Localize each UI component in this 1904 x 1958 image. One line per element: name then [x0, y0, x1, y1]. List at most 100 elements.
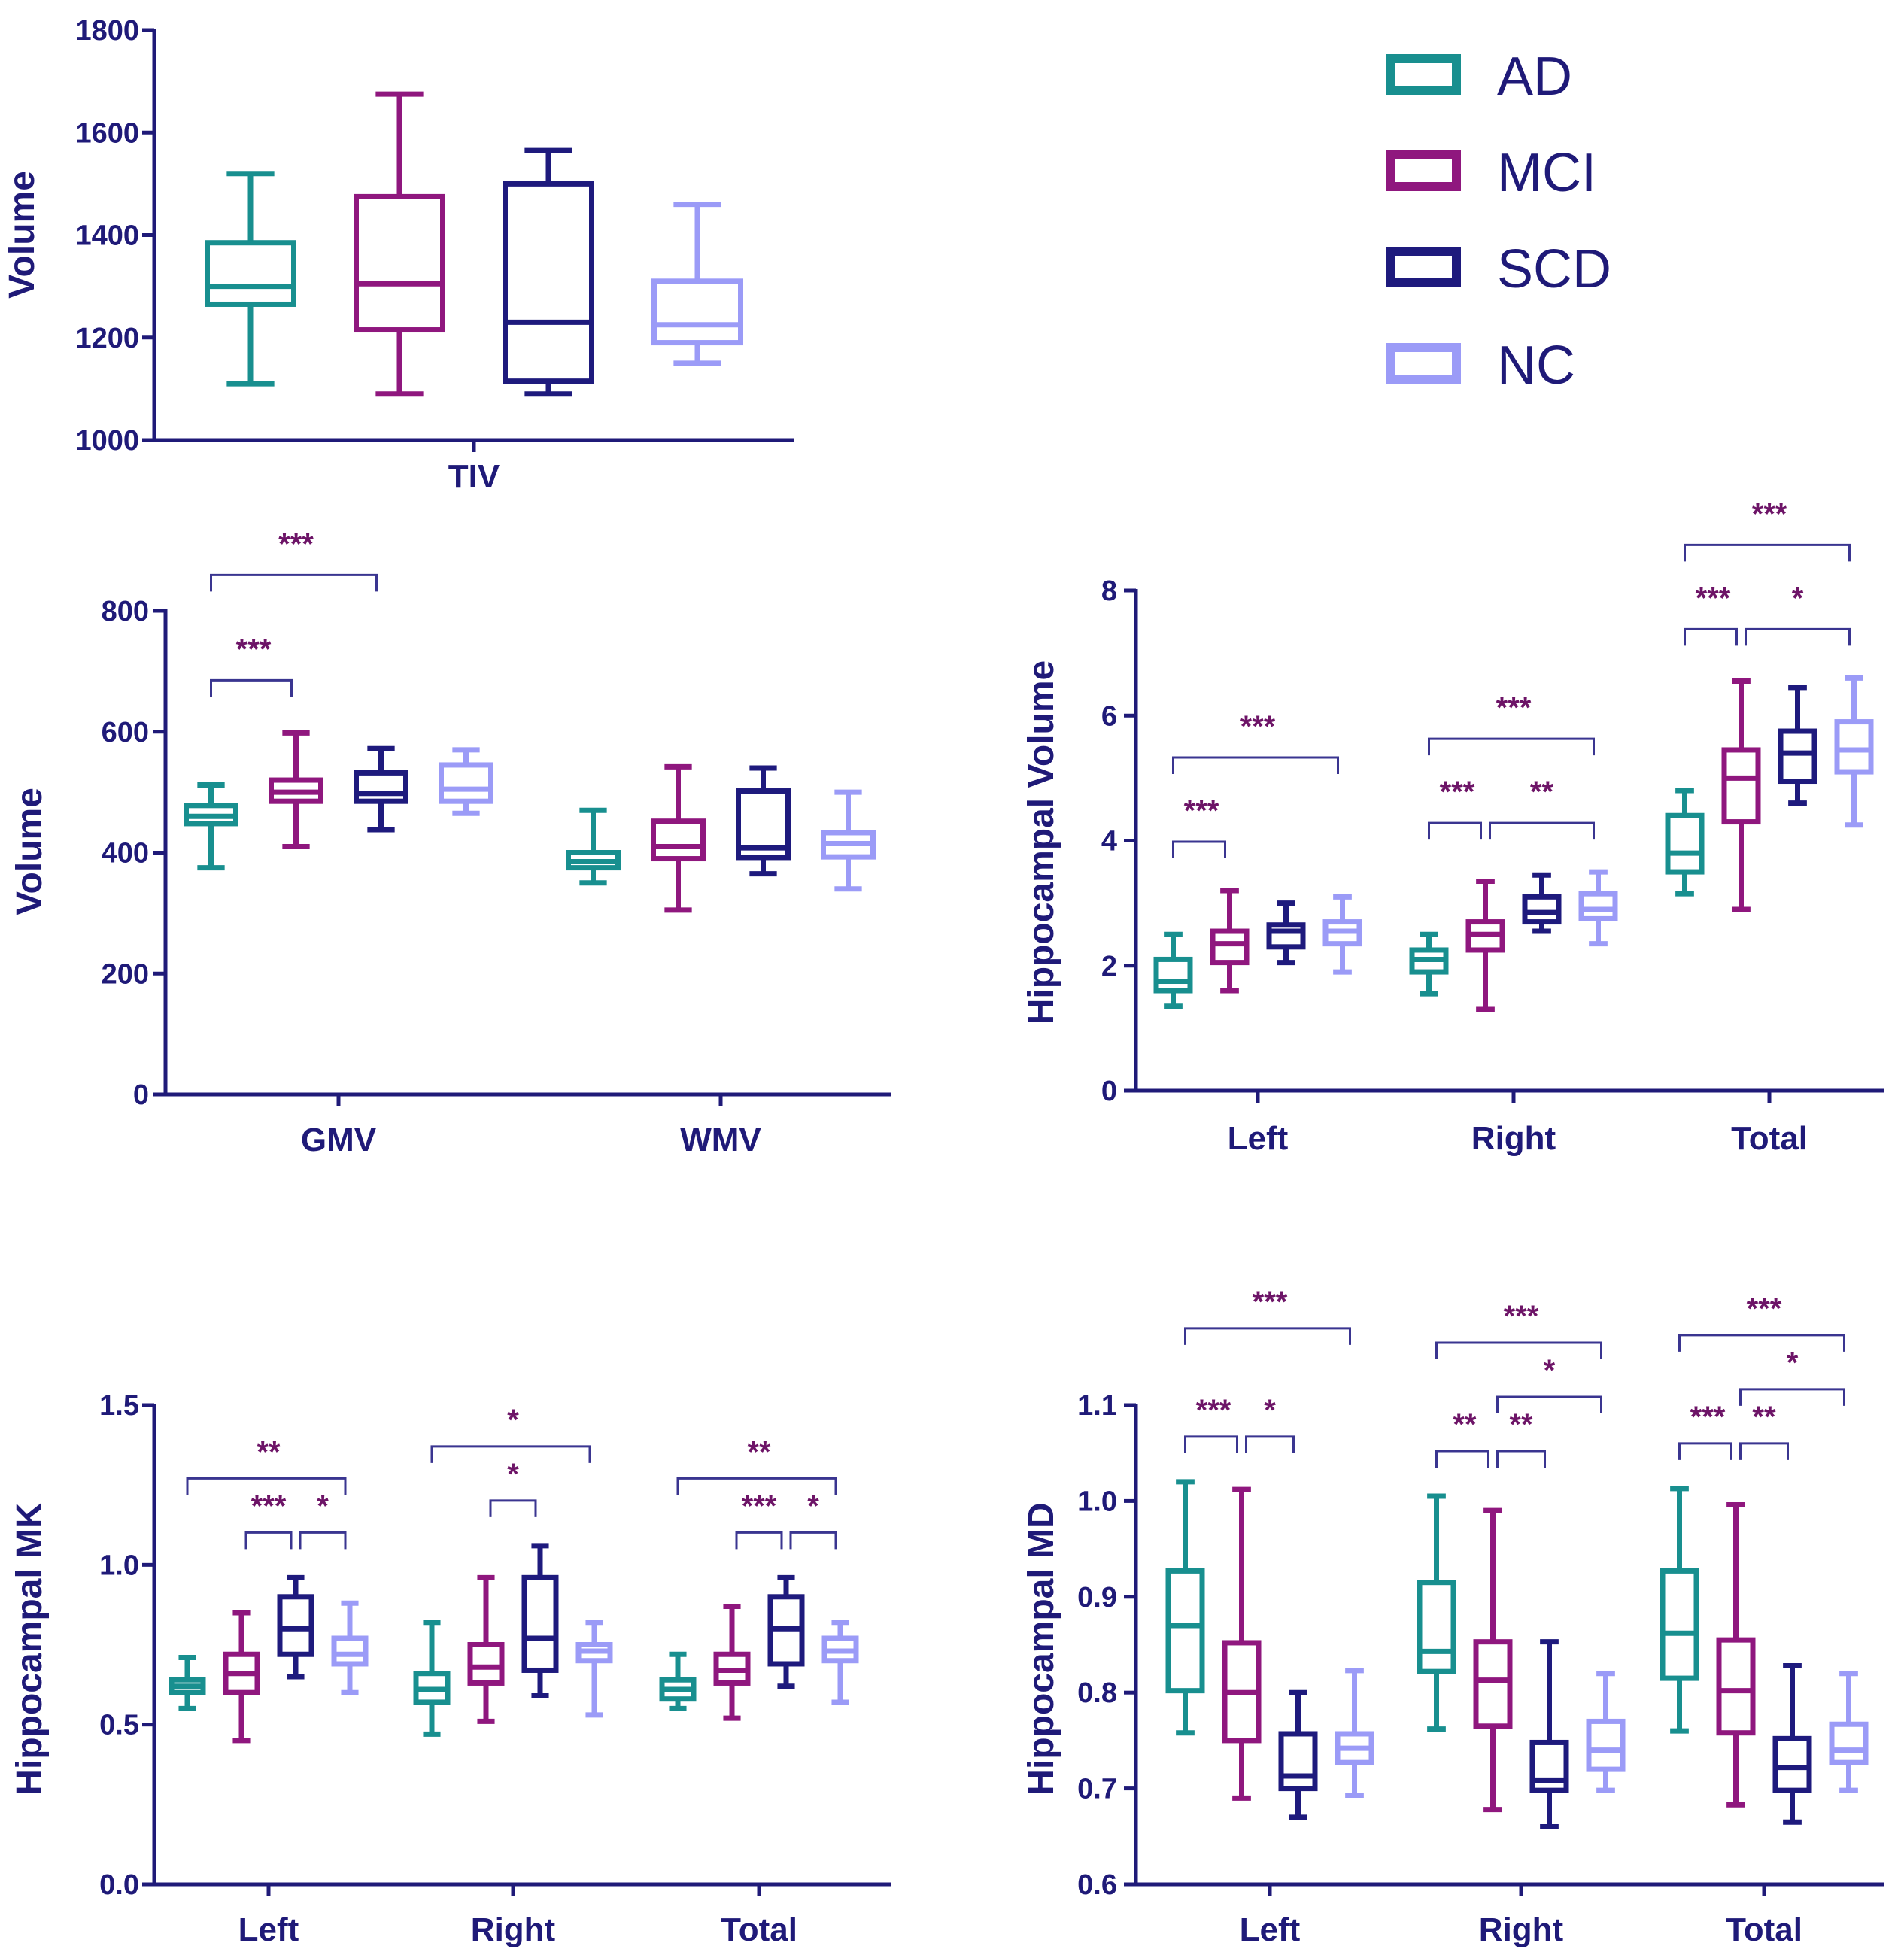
bracket-line: [1172, 756, 1339, 774]
box-mci: [1222, 1486, 1262, 1801]
box-iqr: [439, 762, 493, 804]
box-scd: [1529, 1639, 1569, 1830]
significance-bracket: **: [1496, 1408, 1546, 1468]
significance-stars: ***: [1496, 691, 1532, 724]
box-ad: [659, 1651, 697, 1711]
significance-stars: *: [1544, 1354, 1556, 1387]
box-iqr: [1165, 1568, 1205, 1694]
x-category-label: TIV: [448, 458, 500, 495]
legend-label-nc: NC: [1497, 335, 1575, 396]
bracket-line: [1245, 1435, 1295, 1453]
box-iqr: [1772, 1735, 1812, 1793]
x-category-label: Total: [721, 1911, 797, 1948]
legend-label-ad: AD: [1497, 47, 1572, 107]
box-mci: [1473, 1507, 1513, 1813]
significance-bracket: **: [676, 1435, 837, 1495]
box-mci: [1465, 879, 1505, 1012]
significance-stars: ***: [1747, 1292, 1782, 1325]
box-iqr: [354, 193, 445, 333]
box-ad: [1165, 1479, 1205, 1736]
y-tick-label: 0: [133, 1079, 149, 1111]
box-iqr: [1586, 1718, 1626, 1772]
significance-stars: **: [257, 1435, 281, 1468]
box-scd: [1772, 1663, 1812, 1825]
bracket-line: [244, 1531, 293, 1550]
legend-swatch-nc: [1386, 343, 1461, 384]
significance-bracket: *: [789, 1489, 837, 1550]
y-axis-label: Hippocampal MK: [10, 1502, 50, 1796]
significance-bracket: ***: [1184, 1394, 1238, 1453]
y-tick-label: 1.0: [99, 1550, 139, 1581]
bracket-line: [1739, 1388, 1845, 1406]
chart-gmv_wmv: 0 200 400 600 800 Volume GMV WMV *** ***: [10, 527, 891, 1158]
box-iqr: [503, 181, 594, 384]
significance-bracket: ***: [1428, 776, 1482, 840]
y-tick-label: 2: [1101, 951, 1117, 982]
significance-bracket: ***: [1172, 710, 1339, 774]
box-ad: [1417, 1493, 1456, 1732]
x-category-label: Right: [1471, 1120, 1556, 1157]
legend-label-mci: MCI: [1497, 143, 1596, 203]
significance-stars: *: [507, 1404, 519, 1437]
box-scd: [767, 1574, 805, 1689]
box-nc: [1586, 1671, 1626, 1793]
y-tick-label: 0.9: [1077, 1582, 1117, 1613]
box-mci: [651, 763, 706, 913]
y-axis-label: Hippocampal Volume: [1022, 660, 1061, 1025]
box-nc: [821, 1620, 859, 1705]
legend-swatch-mci: [1386, 150, 1461, 191]
box-mci: [467, 1574, 505, 1724]
box-iqr: [1829, 1721, 1869, 1765]
box-iqr: [354, 770, 408, 804]
box-nc: [331, 1600, 369, 1695]
bracket-line: [1184, 1327, 1351, 1345]
bracket-line: [1678, 1442, 1732, 1460]
significance-bracket: *: [1745, 581, 1851, 646]
x-category-label: Left: [238, 1911, 299, 1948]
box-scd: [1522, 872, 1562, 934]
significance-stars: ***: [742, 1489, 777, 1522]
significance-stars: **: [1509, 1408, 1533, 1441]
y-tick-label: 1800: [75, 15, 139, 47]
y-tick-label: 1.1: [1077, 1390, 1117, 1422]
significance-stars: ***: [1696, 581, 1731, 615]
box-iqr: [467, 1642, 505, 1686]
box-mci: [1210, 888, 1250, 994]
box-iqr: [1578, 891, 1618, 921]
box-ad: [184, 782, 238, 871]
box-ad: [205, 171, 296, 387]
significance-bracket: **: [1489, 776, 1595, 840]
box-nc: [1322, 894, 1362, 975]
significance-bracket: ***: [1678, 1401, 1732, 1460]
legend: AD MCI SCD NC: [1386, 47, 1611, 396]
box-ad: [413, 1620, 451, 1737]
box-scd: [354, 745, 408, 833]
box-scd: [1278, 1689, 1318, 1820]
significance-stars: *: [507, 1458, 519, 1491]
significance-stars: ***: [251, 1489, 287, 1522]
x-category-label: Total: [1731, 1120, 1808, 1157]
bracket-line: [676, 1477, 837, 1495]
y-tick-label: 1600: [75, 117, 139, 149]
significance-bracket: ***: [210, 633, 293, 697]
significance-bracket: *: [299, 1489, 347, 1550]
chart-tiv: 1000 1200 1400 1600 1800 Volume TIV: [2, 15, 794, 495]
y-tick-label: 4: [1101, 826, 1117, 858]
legend-swatch-scd: [1386, 247, 1461, 287]
significance-bracket: ***: [1435, 1300, 1602, 1360]
bracket-line: [1684, 627, 1738, 646]
x-category-label: GMV: [301, 1122, 377, 1158]
y-tick-label: 1.0: [1077, 1486, 1117, 1517]
bracket-line: [489, 1499, 537, 1517]
significance-bracket: *: [1245, 1394, 1295, 1453]
significance-stars: ***: [1196, 1394, 1231, 1427]
box-iqr: [521, 1574, 559, 1673]
significance-bracket: *: [1739, 1346, 1845, 1406]
significance-stars: *: [1264, 1394, 1276, 1427]
y-tick-label: 0.5: [99, 1710, 139, 1741]
box-iqr: [277, 1594, 314, 1657]
box-mci: [223, 1610, 260, 1744]
box-iqr: [1660, 1568, 1699, 1681]
box-iqr: [1665, 812, 1705, 875]
significance-bracket: **: [1739, 1401, 1789, 1460]
